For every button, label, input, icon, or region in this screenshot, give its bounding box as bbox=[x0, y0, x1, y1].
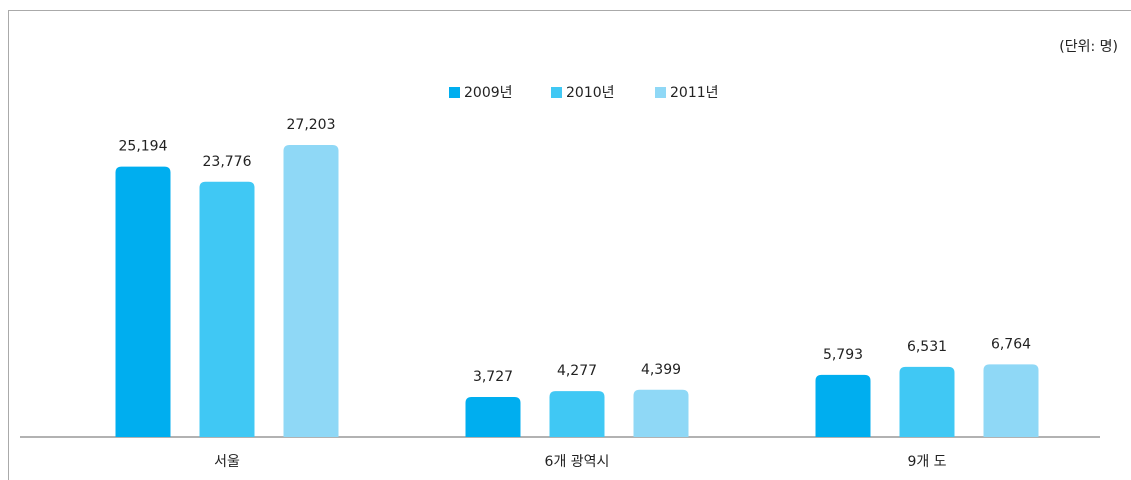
bar bbox=[199, 181, 255, 437]
bar bbox=[465, 396, 521, 437]
bar bbox=[815, 374, 871, 437]
x-tick-label: 9개 도 bbox=[907, 454, 946, 470]
legend-swatch bbox=[449, 87, 460, 98]
bar bbox=[115, 166, 171, 438]
legend-label: 2010년 bbox=[566, 85, 615, 101]
bar bbox=[633, 389, 689, 437]
frame bbox=[8, 10, 1131, 480]
bar bbox=[283, 145, 339, 437]
value-label: 5,793 bbox=[823, 347, 863, 363]
x-tick-label: 서울 bbox=[214, 454, 240, 470]
value-label: 4,399 bbox=[641, 362, 681, 378]
value-label: 23,776 bbox=[203, 154, 252, 170]
legend-swatch bbox=[655, 87, 666, 98]
legend-label: 2009년 bbox=[464, 85, 513, 101]
unit-note: (단위: 명) bbox=[1059, 39, 1118, 55]
bar bbox=[549, 391, 605, 437]
value-label: 3,727 bbox=[473, 369, 513, 385]
x-tick-label: 6개 광역시 bbox=[545, 454, 610, 470]
value-label: 4,277 bbox=[557, 363, 597, 379]
value-label: 6,531 bbox=[907, 339, 947, 355]
bar bbox=[983, 364, 1039, 437]
value-label: 6,764 bbox=[991, 336, 1031, 352]
bar bbox=[899, 366, 955, 437]
value-label: 25,194 bbox=[119, 139, 168, 155]
legend-swatch bbox=[551, 87, 562, 98]
value-label: 27,203 bbox=[287, 117, 336, 133]
legend-label: 2011년 bbox=[670, 85, 719, 101]
